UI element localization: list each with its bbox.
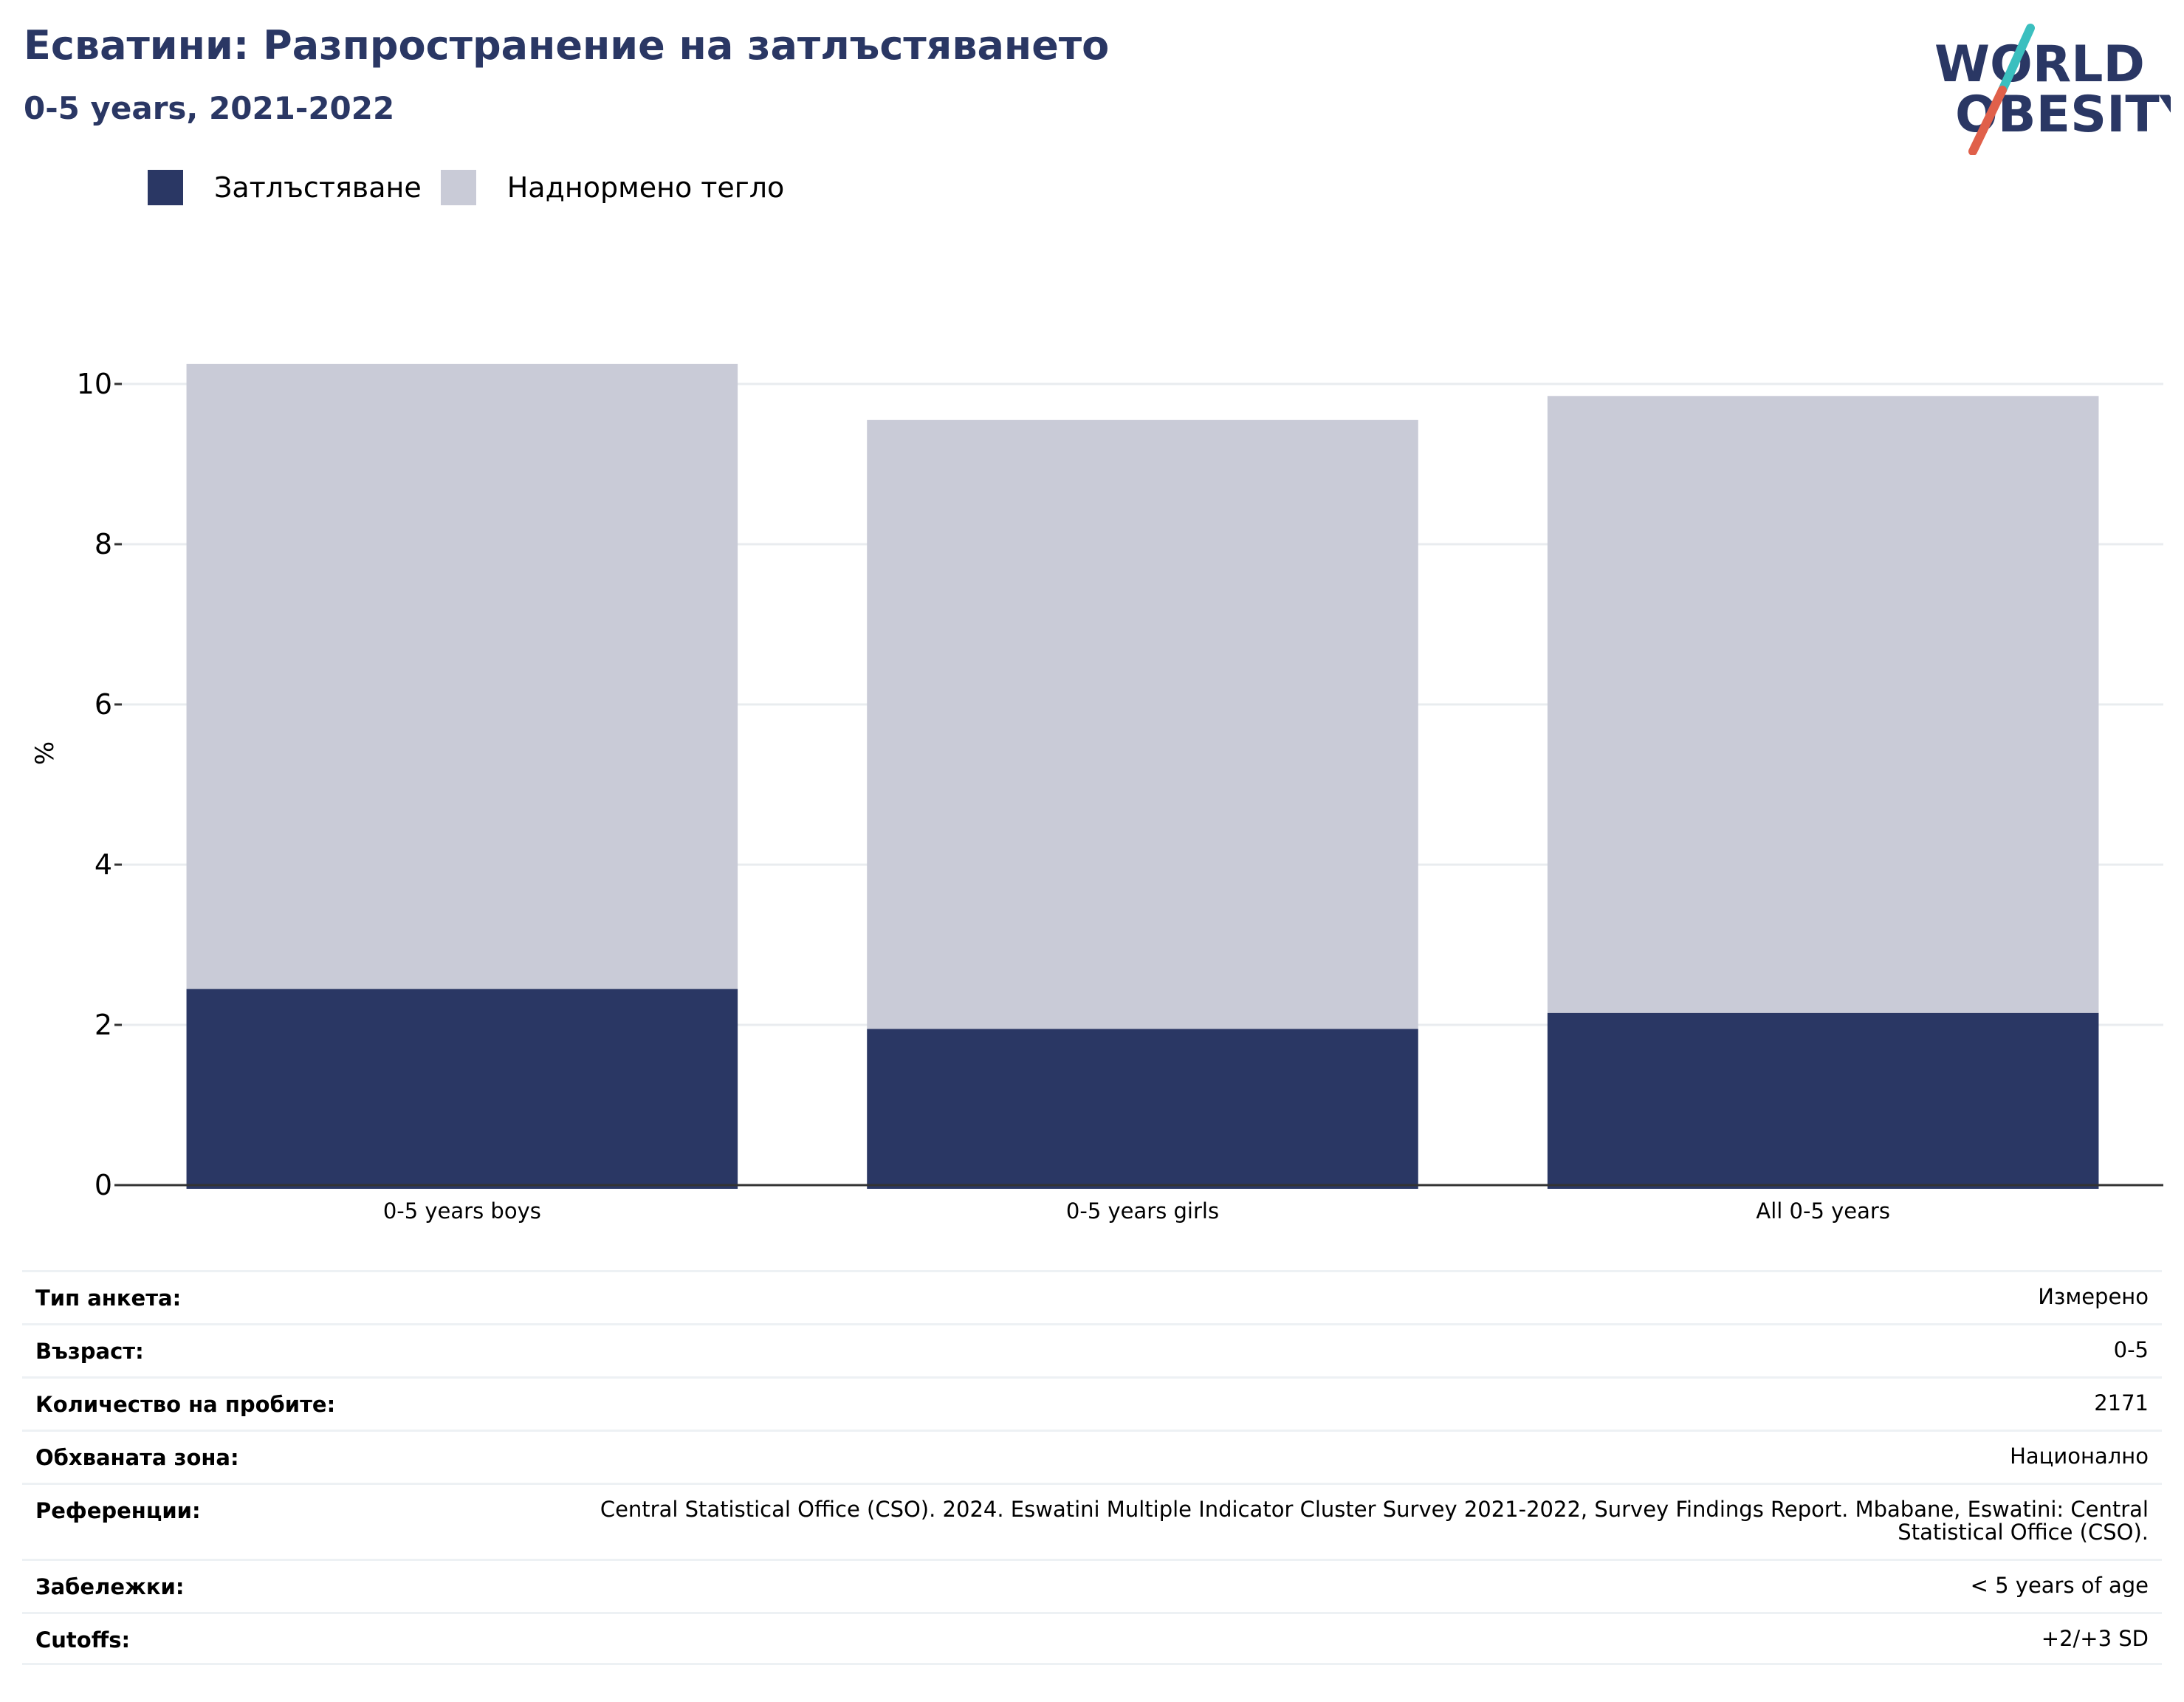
- legend-label-overweight: Наднормено тегло: [506, 171, 785, 204]
- info-row-survey-type: Тип анкета: Измерено: [22, 1270, 2162, 1323]
- info-key: Възраст:: [35, 1339, 144, 1364]
- chart-legend: Затлъстяване Наднормено тегло: [148, 170, 803, 205]
- bar-obesity: [867, 1029, 1418, 1189]
- y-tick-label: 0: [95, 1169, 112, 1201]
- y-tick-label: 10: [77, 368, 112, 400]
- survey-info-table: Тип анкета: Измерено Възраст: 0-5 Количе…: [22, 1270, 2162, 1665]
- info-value: Измерено: [2038, 1284, 2149, 1309]
- info-key: Забележки:: [35, 1574, 185, 1599]
- legend-swatch-obesity: [148, 170, 183, 205]
- y-tick-label: 4: [95, 848, 112, 881]
- info-row-references: Референции: Central Statistical Office (…: [22, 1483, 2162, 1559]
- stacked-bar-chart: 0 2 4 6 8 10% 0-5 years boys 0-5 years girls All…: [30, 363, 2163, 1224]
- y-tick-label: 2: [95, 1009, 112, 1041]
- info-key: Референции:: [35, 1498, 201, 1523]
- legend-item-overweight[interactable]: Наднормено тегло: [440, 170, 785, 205]
- y-tick-label: 8: [95, 528, 112, 560]
- chart-title: Есватини: Разпространение на затлъстяван…: [24, 22, 1110, 69]
- info-row-notes: Забележки: < 5 years of age: [22, 1559, 2162, 1612]
- info-row-area: Обхваната зона: Национално: [22, 1430, 2162, 1483]
- info-key: Обхваната зона:: [35, 1445, 239, 1470]
- y-axis-label: %: [30, 741, 60, 765]
- chart-subtitle: 0-5 years, 2021-2022: [24, 90, 395, 126]
- info-value: Central Statistical Office (CSO). 2024. …: [600, 1497, 2149, 1545]
- info-row-sample-size: Количество на пробите: 2171: [22, 1376, 2162, 1430]
- legend-swatch-overweight: [440, 170, 476, 205]
- info-value: 2171: [2094, 1390, 2149, 1416]
- info-row-age: Възраст: 0-5: [22, 1323, 2162, 1376]
- logo-line1: WORLD: [1934, 35, 2145, 94]
- logo-teal-stroke: [1998, 24, 2035, 95]
- info-value: +2/+3 SD: [2041, 1626, 2149, 1651]
- info-key: Количество на пробите:: [35, 1392, 336, 1417]
- logo-coral-stroke: [1968, 86, 2007, 155]
- info-value: < 5 years of age: [1970, 1573, 2149, 1598]
- bar-overweight: [1547, 396, 2099, 1013]
- bar-overweight: [186, 363, 738, 989]
- info-value: 0-5: [2113, 1337, 2149, 1362]
- bar-obesity: [186, 989, 738, 1189]
- bar-overweight: [867, 419, 1418, 1029]
- x-tick-label: 0-5 years boys: [383, 1198, 541, 1224]
- bar-obesity: [1547, 1012, 2099, 1189]
- info-value: Национално: [2010, 1444, 2149, 1469]
- x-tick-label: All 0-5 years: [1756, 1198, 1890, 1224]
- y-tick-label: 6: [95, 688, 112, 721]
- info-row-cutoffs: Cutoffs: +2/+3 SD: [22, 1612, 2162, 1665]
- info-key: Cutoffs:: [35, 1627, 131, 1653]
- x-tick-label: 0-5 years girls: [1066, 1198, 1219, 1224]
- world-obesity-logo: WORLD OBESITY: [1934, 24, 2171, 155]
- info-key: Тип анкета:: [35, 1286, 182, 1311]
- legend-label-obesity: Затлъстяване: [214, 171, 422, 204]
- legend-item-obesity[interactable]: Затлъстяване: [148, 170, 422, 205]
